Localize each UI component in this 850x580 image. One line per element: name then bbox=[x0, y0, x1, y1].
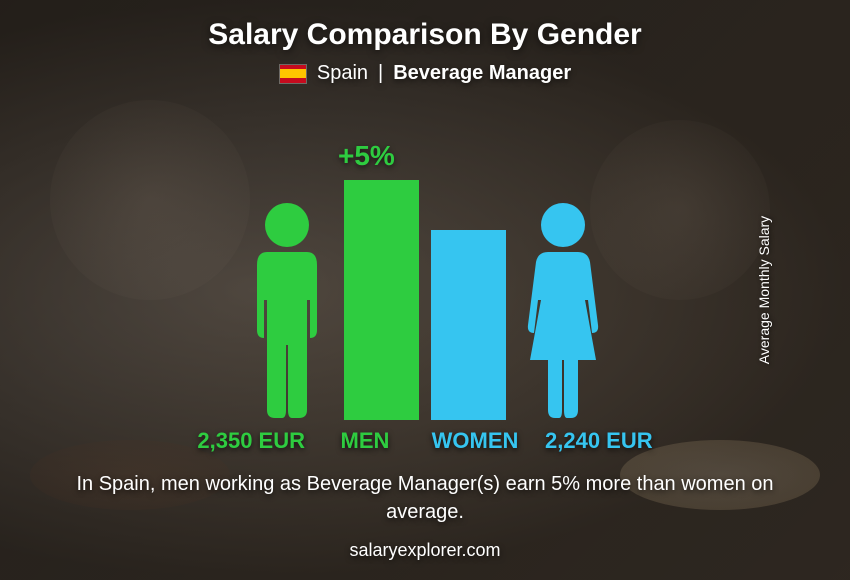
spain-flag-icon bbox=[279, 64, 307, 84]
infographic-container: Salary Comparison By Gender Spain | Beve… bbox=[0, 0, 850, 580]
main-title: Salary Comparison By Gender bbox=[208, 18, 641, 52]
man-icon bbox=[242, 200, 332, 420]
source-label: salaryexplorer.com bbox=[349, 540, 500, 561]
content-area: Salary Comparison By Gender Spain | Beve… bbox=[0, 0, 850, 580]
description-text: In Spain, men working as Beverage Manage… bbox=[75, 470, 775, 526]
men-bar bbox=[344, 180, 419, 420]
difference-label: +5% bbox=[338, 140, 395, 172]
separator: | bbox=[378, 62, 383, 85]
country-label: Spain bbox=[317, 62, 368, 85]
job-title-label: Beverage Manager bbox=[393, 62, 571, 85]
men-label: MEN bbox=[325, 428, 405, 454]
men-salary-value: 2,350 EUR bbox=[155, 428, 305, 454]
subtitle-row: Spain | Beverage Manager bbox=[279, 62, 571, 85]
women-label: WOMEN bbox=[425, 428, 525, 454]
women-salary-value: 2,240 EUR bbox=[545, 428, 695, 454]
comparison-chart: +5% bbox=[125, 100, 725, 420]
women-bar bbox=[431, 230, 506, 420]
labels-row: 2,350 EUR MEN WOMEN 2,240 EUR bbox=[155, 428, 695, 454]
woman-icon bbox=[518, 200, 608, 420]
